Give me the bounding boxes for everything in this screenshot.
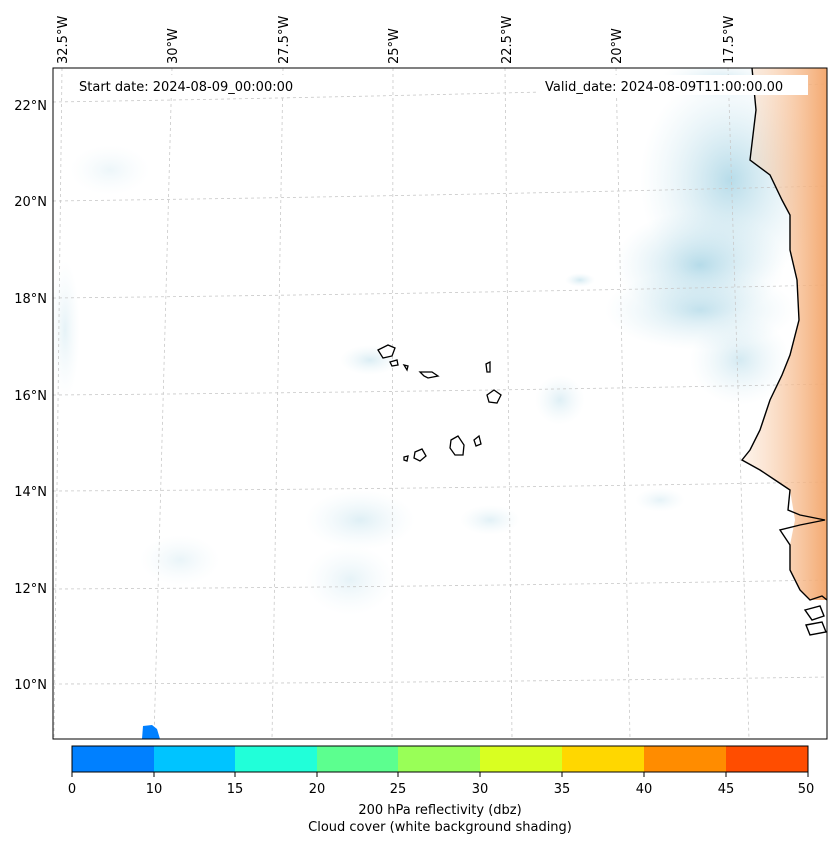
- lat-label-20n: 20°N: [14, 195, 47, 210]
- reflectivity-patch: [142, 725, 160, 739]
- colorbar-tick-10: 10: [146, 782, 163, 797]
- colorbar-bin-0-10: [72, 746, 154, 772]
- colorbar-tick-30: 30: [472, 782, 489, 797]
- colorbar-bin-45-50: [726, 746, 808, 772]
- colorbar-tick-35: 35: [554, 782, 571, 797]
- lat-label-22n: 22°N: [14, 99, 47, 114]
- lon-label-32-5w: 32.5°W: [56, 16, 71, 64]
- colorbar-tick-45: 45: [718, 782, 735, 797]
- lon-label-30w: 30°W: [166, 28, 181, 64]
- lon-label-22-5w: 22.5°W: [500, 16, 515, 64]
- colorbar-tick-0: 0: [68, 782, 76, 797]
- valid-date-label: Valid_date: 2024-08-09T11:00:00.00: [545, 80, 783, 95]
- colorbar-tick-20: 20: [309, 782, 326, 797]
- colorbar-tick-50: 50: [798, 782, 815, 797]
- lat-label-14n: 14°N: [14, 485, 47, 500]
- start-date-label: Start date: 2024-08-09_00:00:00: [79, 80, 293, 95]
- map-area: [53, 68, 827, 739]
- graticule-lines: [53, 68, 827, 739]
- colorbar-tick-25: 25: [390, 782, 407, 797]
- africa-coastline: [740, 68, 827, 601]
- lon-label-17-5w: 17.5°W: [722, 16, 737, 64]
- colorbar-tick-40: 40: [636, 782, 653, 797]
- lat-label-16n: 16°N: [14, 389, 47, 404]
- colorbar-sublabel: Cloud cover (white background shading): [308, 820, 572, 835]
- lon-label-25w: 25°W: [387, 28, 402, 64]
- west-africa-land: [742, 68, 827, 600]
- colorbar-bin-35-40: [562, 746, 644, 772]
- colorbar-bin-10-15: [154, 746, 235, 772]
- colorbar-bin-20-25: [317, 746, 398, 772]
- lon-label-20w: 20°W: [610, 28, 625, 64]
- colorbar-label: 200 hPa reflectivity (dbz): [358, 803, 521, 818]
- cape-verde-islands: [377, 344, 502, 462]
- colorbar-bin-40-45: [644, 746, 726, 772]
- colorbar-bin-25-30: [398, 746, 480, 772]
- lat-label-12n: 12°N: [14, 582, 47, 597]
- colorbar-bin-30-35: [480, 746, 562, 772]
- map-frame: [52, 67, 828, 740]
- lat-label-18n: 18°N: [14, 292, 47, 307]
- lat-label-10n: 10°N: [14, 678, 47, 693]
- colorbar-tick-15: 15: [227, 782, 244, 797]
- colorbar-bin-15-20: [235, 746, 317, 772]
- lon-label-27-5w: 27.5°W: [277, 16, 292, 64]
- cloud-cover-shading: [53, 68, 820, 615]
- colorbar-outline: [71, 745, 809, 773]
- valid-date-box: [538, 75, 808, 95]
- colorbar: 0 10 15 20 25 30 35 40 45 50 200 hPa ref…: [68, 745, 815, 835]
- start-date-box: [72, 75, 317, 95]
